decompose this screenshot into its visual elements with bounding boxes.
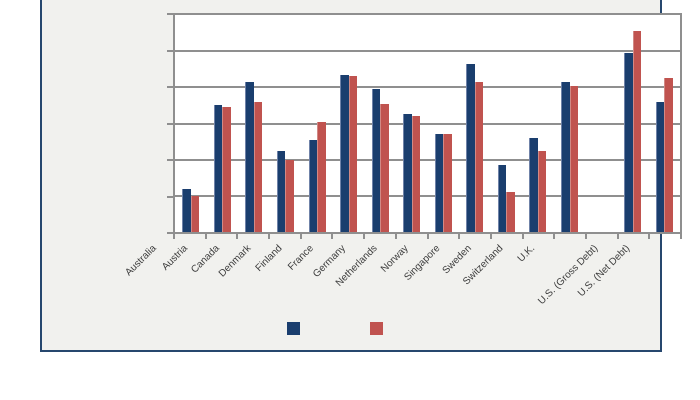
bar-series2-sweden — [506, 192, 515, 232]
gridline — [175, 195, 680, 197]
gridline — [175, 86, 680, 88]
x-tick — [585, 234, 587, 239]
bar-series2-u-k — [569, 85, 579, 232]
bar-series1-norway — [434, 134, 444, 232]
x-tick — [363, 234, 365, 239]
x-tick — [522, 234, 524, 239]
bar-series2-austria — [222, 107, 231, 232]
bar-series2-norway — [443, 134, 452, 232]
y-tick — [167, 232, 173, 234]
legend-swatch-series2 — [370, 322, 383, 335]
x-tick — [300, 234, 302, 239]
x-axis-label: Finland — [253, 243, 285, 274]
bar-series1-australia — [182, 188, 191, 232]
gridline — [175, 50, 680, 52]
bar-series2-u-s-gross-debt — [632, 31, 642, 232]
y-tick — [167, 196, 173, 198]
y-tick — [167, 159, 173, 161]
x-tick — [553, 234, 555, 239]
bar-series1-finland — [308, 139, 318, 232]
x-tick — [617, 234, 619, 239]
x-tick — [680, 234, 682, 239]
x-tick — [268, 234, 270, 239]
x-tick — [427, 234, 429, 239]
bar-series2-germany — [380, 103, 389, 232]
bar-series2-u-s-net-debt — [664, 78, 673, 232]
bar-series1-sweden — [497, 165, 507, 232]
gridline — [175, 123, 680, 125]
bar-series1-u-s-gross-debt — [624, 52, 633, 232]
bar-series1-u-k — [561, 81, 570, 232]
bar-series1-germany — [371, 89, 381, 232]
y-tick — [167, 86, 173, 88]
bar-series1-france — [340, 74, 349, 232]
x-axis-label: Denmark — [216, 243, 254, 280]
x-tick — [490, 234, 492, 239]
bar-series2-australia — [190, 195, 200, 232]
x-tick — [648, 234, 650, 239]
bar-series2-netherlands — [411, 116, 421, 232]
x-tick — [458, 234, 460, 239]
bar-series1-singapore — [466, 63, 475, 232]
bar-series1-u-s-net-debt — [655, 101, 665, 232]
bar-series1-switzerland — [529, 137, 538, 232]
bar-series2-singapore — [474, 81, 484, 232]
plot-area — [173, 13, 682, 234]
x-tick — [173, 234, 175, 239]
x-tick — [205, 234, 207, 239]
y-tick — [167, 50, 173, 52]
bar-series2-switzerland — [537, 150, 547, 232]
y-tick — [167, 123, 173, 125]
chart-frame: Australia Austria Canada Denmark Finland Fran… — [40, 0, 682, 352]
bar-series1-canada — [245, 81, 254, 232]
x-axis-label: France — [286, 243, 317, 273]
bar-series1-denmark — [276, 150, 286, 232]
x-tick — [395, 234, 397, 239]
x-tick — [236, 234, 238, 239]
bar-series1-austria — [213, 105, 223, 232]
bar-series1-netherlands — [403, 114, 412, 232]
x-tick — [331, 234, 333, 239]
bar-series2-canada — [253, 101, 263, 232]
bar-series2-finland — [317, 121, 326, 232]
x-axis-label: Austria — [160, 243, 191, 273]
bar-series2-france — [348, 76, 358, 232]
bar-series2-denmark — [285, 159, 294, 232]
gridline — [175, 159, 680, 161]
x-axis-label: U.K. — [515, 243, 538, 265]
y-tick — [167, 13, 173, 15]
x-axis-label: Australia — [123, 243, 159, 279]
legend-swatch-series1 — [287, 322, 300, 335]
